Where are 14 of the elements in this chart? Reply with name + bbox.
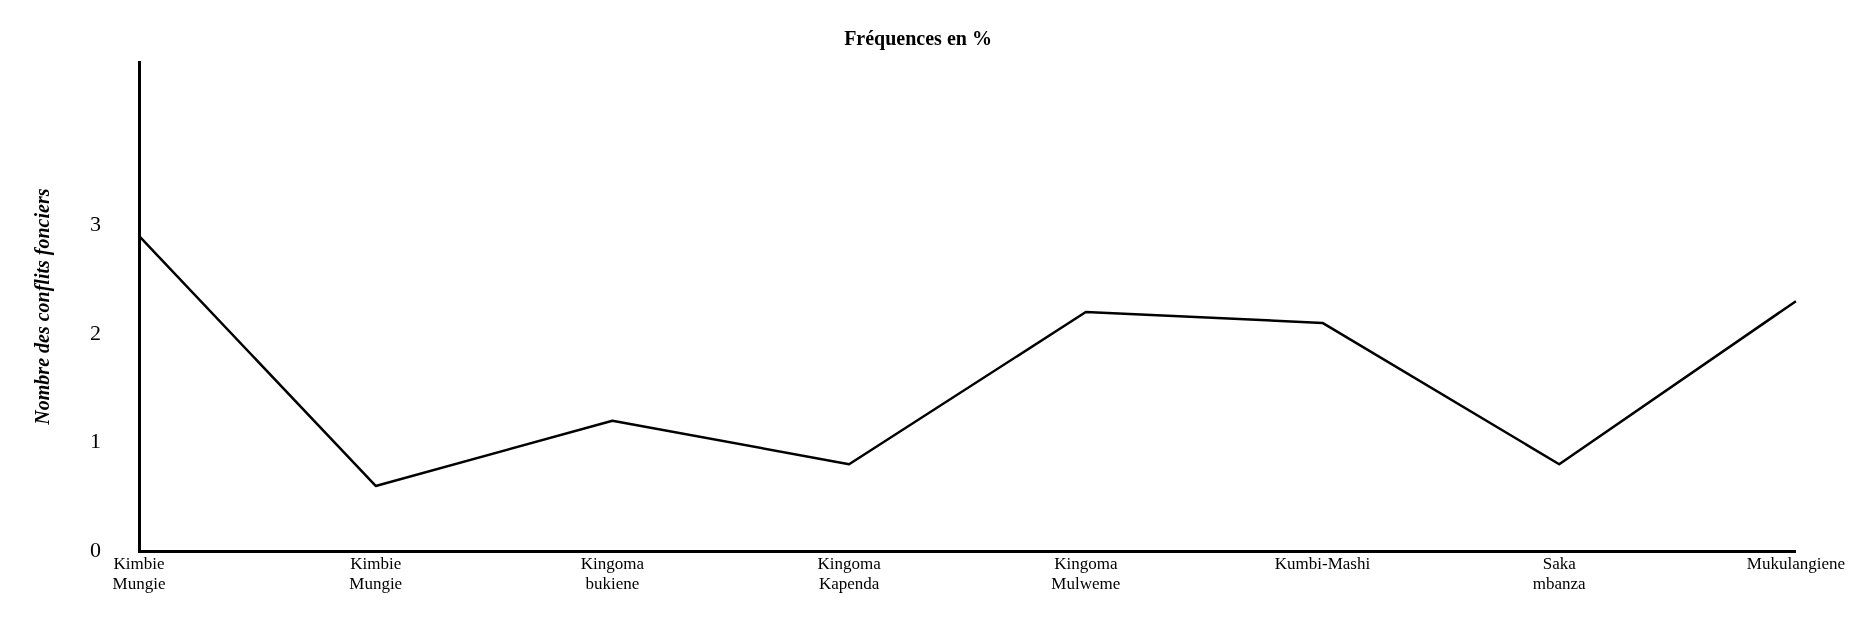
x-tick-label: Mukulangiene	[1746, 553, 1845, 573]
y-axis-title: Nombre des conflits fonciers	[31, 188, 55, 426]
y-tick-label: 3	[90, 210, 101, 236]
x-tick-label: Kingoma bukiene	[580, 553, 645, 594]
chart-title: Fréquences en %	[844, 27, 992, 51]
x-tick-label: Kimbie Mungie	[112, 553, 166, 594]
x-tick-label: Kingoma Kapenda	[817, 553, 882, 594]
x-tick-label: Kumbi-Mashi	[1274, 553, 1371, 573]
y-tick-label: 2	[90, 319, 101, 345]
y-tick-label: 1	[90, 428, 101, 454]
x-tick-label: Kingoma Mulweme	[1051, 553, 1121, 594]
x-tick-label: Saka mbanza	[1532, 553, 1587, 594]
y-tick-label: 0	[90, 536, 101, 562]
x-tick-label: Kimbie Mungie	[349, 553, 403, 594]
